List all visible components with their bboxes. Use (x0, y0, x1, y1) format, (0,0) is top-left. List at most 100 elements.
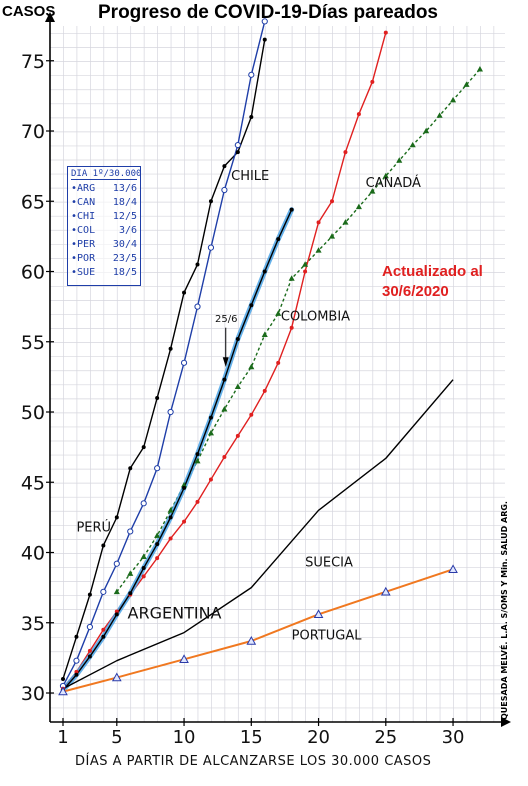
point (127, 570, 134, 576)
point (101, 627, 106, 632)
point (114, 515, 119, 520)
y-tick-label: 60 (21, 262, 45, 284)
x-tick-label: 20 (307, 727, 330, 748)
x-axis-label: DÍAS A PARTIR DE ALCANZARSE LOS 30.000 C… (75, 753, 431, 769)
point (235, 336, 240, 341)
point (222, 164, 227, 169)
marker-date-label: 25/6 (215, 314, 237, 325)
y-tick-label: 55 (21, 332, 45, 354)
point (463, 81, 470, 87)
point (195, 499, 200, 504)
point (262, 388, 267, 393)
y-tick-label: 30 (21, 683, 45, 705)
point (330, 199, 334, 204)
point (261, 331, 268, 337)
point (141, 574, 146, 579)
series-name-label: COLOMBIA (281, 310, 350, 325)
point (128, 591, 133, 596)
point (355, 203, 362, 210)
legend-entry-code: CHI (71, 210, 95, 224)
legend-entry: CAN 18/4 (71, 196, 137, 210)
point (74, 669, 79, 674)
legend-entry: COL 3/6 (71, 224, 137, 238)
y-tick-label: 65 (21, 191, 45, 213)
point (114, 609, 119, 614)
point (127, 528, 134, 535)
point (234, 141, 241, 149)
point (182, 290, 187, 295)
point (182, 485, 187, 490)
y-tick-label: 50 (21, 402, 45, 424)
point (86, 623, 94, 631)
y-tick-label: 45 (21, 472, 45, 494)
y-tick-label: 75 (21, 51, 45, 73)
legend-entry-code: SUE (71, 266, 95, 280)
point (246, 635, 257, 645)
point (235, 150, 240, 155)
point (261, 18, 268, 25)
point (74, 672, 79, 677)
point (87, 592, 92, 597)
x-axis-arrow (501, 717, 511, 727)
point (423, 127, 430, 134)
point (101, 543, 106, 548)
series-name-label: PORTUGAL (292, 629, 363, 644)
legend-entry: ARG 13/6 (71, 182, 137, 196)
point (208, 199, 213, 204)
legend-entry-code: ARG (71, 182, 95, 196)
point (303, 269, 308, 274)
point (313, 609, 324, 619)
point (128, 466, 133, 471)
point (140, 553, 147, 559)
point (249, 114, 254, 119)
y-tick-label: 70 (21, 121, 45, 143)
marker-arrow-head (222, 357, 229, 368)
series-name-label: ARGENTINA (128, 604, 222, 623)
point (208, 477, 213, 482)
legend-title: DIA 1º/30.000 (71, 169, 142, 180)
point (168, 536, 173, 541)
legend-entry: CHI 12/5 (71, 210, 137, 224)
point (58, 686, 68, 696)
point (342, 219, 349, 225)
point (276, 360, 281, 365)
legend-entry: SUE 18/5 (71, 266, 137, 280)
chart-title: Progreso de COVID-19-Días pareados (98, 2, 438, 23)
series-line-perú (62, 39, 266, 680)
point (167, 507, 174, 513)
point (316, 220, 321, 225)
point (248, 71, 255, 78)
point (73, 657, 80, 664)
point (396, 157, 403, 163)
series-markers (58, 18, 483, 696)
point (113, 560, 120, 567)
point (436, 112, 443, 118)
y-tick-label: 35 (21, 613, 45, 635)
legend-entry-code: CAN (71, 196, 95, 210)
legend-entry-date: 12/5 (112, 211, 137, 222)
point (168, 515, 173, 520)
point (234, 383, 241, 389)
x-tick-label: 25 (374, 727, 397, 748)
x-tick-label: 15 (240, 727, 263, 748)
legend-entry-date: 3/6 (118, 225, 137, 236)
point (182, 519, 187, 524)
credit-text: QUESADA MELVÉ. L.A. S/OMS Y Min. SALUD A… (500, 501, 509, 720)
point (328, 233, 336, 239)
point (221, 186, 228, 194)
legend-entry-date: 18/5 (112, 267, 137, 278)
point (141, 445, 146, 450)
point (195, 452, 200, 457)
x-tick-label: 1 (57, 727, 68, 748)
point (235, 433, 240, 438)
point (194, 457, 201, 464)
point (382, 172, 389, 179)
y-tick-label: 40 (21, 543, 45, 565)
legend-entry-date: 23/5 (112, 253, 137, 264)
point (141, 565, 146, 570)
legend-rows: ARG 13/6 CAN 18/4 CHI 12/5 COL 3/6 PER 30/4 POR 23/… (71, 182, 137, 280)
point (207, 429, 214, 436)
point (168, 346, 173, 351)
point (275, 310, 282, 316)
